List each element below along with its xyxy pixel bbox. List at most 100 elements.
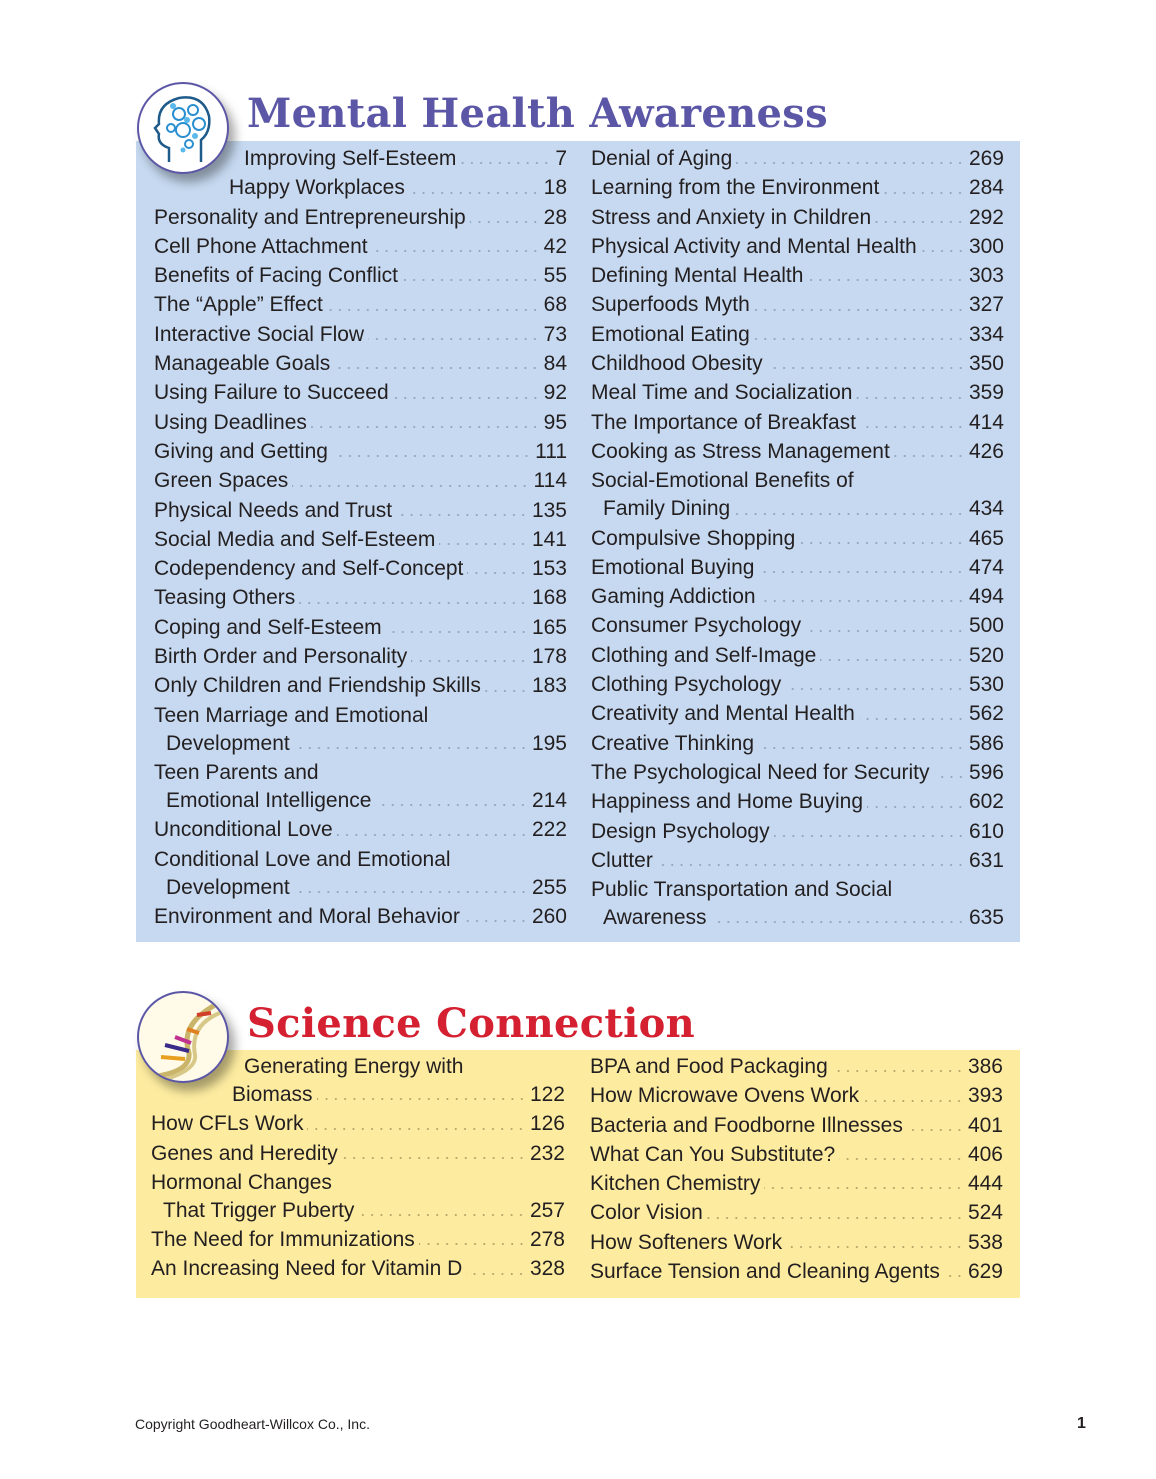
toc-entry-line: Social Media and Self-Esteem 141 [154,525,567,554]
toc-entry[interactable]: Meal Time and Socialization 359 [591,378,1004,407]
toc-entry[interactable]: How Microwave Ovens Work 393 [590,1081,1003,1110]
toc-entry[interactable]: Codependency and Self-Concept 153 [154,554,567,583]
toc-entry-page: 260 [531,904,567,928]
toc-entry[interactable]: Conditional Love and Emotional Developmen… [154,847,567,902]
science-right-column: BPA and Food Packaging 386 How Microwave O… [590,1052,1003,1286]
toc-entry-line: Childhood Obesity 350 [591,349,1004,378]
toc-entry[interactable]: An Increasing Need for Vitamin D 328 [151,1254,565,1283]
toc-entry[interactable]: Clothing and Self-Image 520 [591,641,1004,670]
toc-entry-title: Social Media and Self-Esteem [154,527,436,551]
toc-entry[interactable]: Physical Needs and Trust 135 [154,496,567,525]
toc-entry[interactable]: Teen Marriage and Emotional Development 19… [154,703,567,758]
toc-entry[interactable]: Social-Emotional Benefits of Family Dinin… [591,468,1004,523]
toc-entry[interactable]: Creative Thinking 586 [591,729,1004,758]
dot-leader [293,745,528,750]
toc-entry[interactable]: Manageable Goals 84 [154,349,567,378]
toc-entry-line: Using Failure to Succeed 92 [154,378,567,407]
toc-entry[interactable]: Interactive Social Flow 73 [154,320,567,349]
toc-entry-line: Conditional Love and Emotional [154,847,567,873]
toc-entry[interactable]: Personality and Entrepreneurship 28 [154,203,567,232]
toc-entry-page: 524 [967,1201,1003,1225]
toc-entry[interactable]: Social Media and Self-Esteem 141 [154,525,567,554]
toc-entry[interactable]: Teen Parents and Emotional Intelligence 21… [154,760,567,815]
toc-entry[interactable]: Genes and Heredity 232 [151,1139,565,1168]
toc-entry[interactable]: Emotional Buying 474 [591,553,1004,582]
toc-entry[interactable]: Benefits of Facing Conflict 55 [154,261,567,290]
toc-entry[interactable]: Bacteria and Foodborne Illnesses 401 [590,1111,1003,1140]
toc-entry[interactable]: Clutter 631 [591,846,1004,875]
toc-entry-page: 195 [531,731,567,755]
toc-entry[interactable]: Improving Self-Esteem 7 [154,144,567,173]
toc-entry-line: Clutter 631 [591,846,1004,875]
toc-entry[interactable]: Superfoods Myth 327 [591,290,1004,319]
dot-leader [710,920,965,925]
toc-entry[interactable]: Using Deadlines 95 [154,408,567,437]
toc-entry[interactable]: Cooking as Stress Management 426 [591,437,1004,466]
dot-leader [820,658,965,663]
toc-entry-line: Denial of Aging 269 [591,144,1004,173]
toc-entry[interactable]: Unconditional Love 222 [154,815,567,844]
toc-entry-line: An Increasing Need for Vitamin D 328 [151,1254,565,1283]
toc-entry[interactable]: The “Apple” Effect 68 [154,290,567,319]
toc-entry-page: 300 [968,234,1004,258]
toc-entry-title: Happy Workplaces [229,176,405,200]
toc-entry[interactable]: The Importance of Breakfast 414 [591,408,1004,437]
toc-entry[interactable]: Childhood Obesity 350 [591,349,1004,378]
toc-entry[interactable]: BPA and Food Packaging 386 [590,1052,1003,1081]
toc-entry-line: Happy Workplaces 18 [154,173,567,202]
toc-entry[interactable]: Clothing Psychology 530 [591,670,1004,699]
toc-entry-title: Emotional Eating [591,322,750,346]
toc-entry[interactable]: How Softeners Work 538 [590,1228,1003,1257]
toc-entry[interactable]: Generating Energy with Biomass 122 [151,1054,565,1109]
toc-entry[interactable]: Green Spaces 114 [154,466,567,495]
toc-entry-line: BPA and Food Packaging 386 [590,1052,1003,1081]
toc-entry[interactable]: Defining Mental Health 303 [591,261,1004,290]
dot-leader [408,190,540,195]
toc-entry[interactable]: Learning from the Environment 284 [591,173,1004,202]
toc-entry-line: The “Apple” Effect 68 [154,290,567,319]
toc-entry[interactable]: Using Failure to Succeed 92 [154,378,567,407]
toc-entry[interactable]: What Can You Substitute? 406 [590,1140,1003,1169]
toc-entry[interactable]: Color Vision 524 [590,1198,1003,1227]
toc-entry[interactable]: Stress and Anxiety in Children 292 [591,203,1004,232]
toc-entry-title: Conditional Love and Emotional [154,847,451,871]
toc-entry[interactable]: Hormonal Changes That Trigger Puberty 257 [151,1170,565,1225]
toc-entry[interactable]: Creativity and Mental Health 562 [591,699,1004,728]
toc-entry-page: 55 [543,264,567,288]
toc-entry-line: Giving and Getting 111 [154,437,567,466]
toc-entry-page: 292 [968,205,1004,229]
toc-entry[interactable]: Environment and Moral Behavior 260 [154,902,567,931]
toc-entry-title: Kitchen Chemistry [590,1172,761,1196]
toc-entry[interactable]: Denial of Aging 269 [591,144,1004,173]
toc-entry[interactable]: Emotional Eating 334 [591,320,1004,349]
dot-leader [392,395,540,400]
toc-entry[interactable]: Public Transportation and Social Awarenes… [591,877,1004,932]
toc-entry[interactable]: Birth Order and Personality 178 [154,642,567,671]
toc-entry[interactable]: Cell Phone Attachment 42 [154,232,567,261]
toc-entry-title: Using Deadlines [154,410,307,434]
toc-entry[interactable]: Teasing Others 168 [154,583,567,612]
toc-entry[interactable]: Happy Workplaces 18 [154,173,567,202]
toc-entry[interactable]: Consumer Psychology 500 [591,611,1004,640]
toc-entry[interactable]: Happiness and Home Buying 602 [591,787,1004,816]
toc-entry[interactable]: The Psychological Need for Security 596 [591,758,1004,787]
toc-entry[interactable]: Gaming Addiction 494 [591,582,1004,611]
toc-entry-line: How CFLs Work 126 [151,1109,565,1138]
toc-entry[interactable]: Physical Activity and Mental Health 300 [591,232,1004,261]
toc-entry-page: 596 [968,760,1004,784]
toc-entry-line: Creativity and Mental Health 562 [591,699,1004,728]
toc-entry-page: 586 [968,731,1004,755]
toc-entry[interactable]: Design Psychology 610 [591,817,1004,846]
toc-entry[interactable]: Giving and Getting 111 [154,437,567,466]
toc-entry[interactable]: Compulsive Shopping 465 [591,524,1004,553]
toc-entry[interactable]: Kitchen Chemistry 444 [590,1169,1003,1198]
toc-entry-title: Physical Activity and Mental Health [591,234,917,258]
toc-entry[interactable]: Coping and Self-Esteem 165 [154,613,567,642]
toc-entry[interactable]: The Need for Immunizations 278 [151,1225,565,1254]
toc-entry[interactable]: Surface Tension and Cleaning Agents 629 [590,1257,1003,1286]
toc-entry[interactable]: Only Children and Friendship Skills 183 [154,671,567,700]
toc-entry[interactable]: How CFLs Work 126 [151,1109,565,1138]
toc-entry-title: Childhood Obesity [591,352,763,376]
toc-entry-title: The Need for Immunizations [151,1228,415,1252]
toc-entry-line: Teen Parents and [154,760,567,786]
